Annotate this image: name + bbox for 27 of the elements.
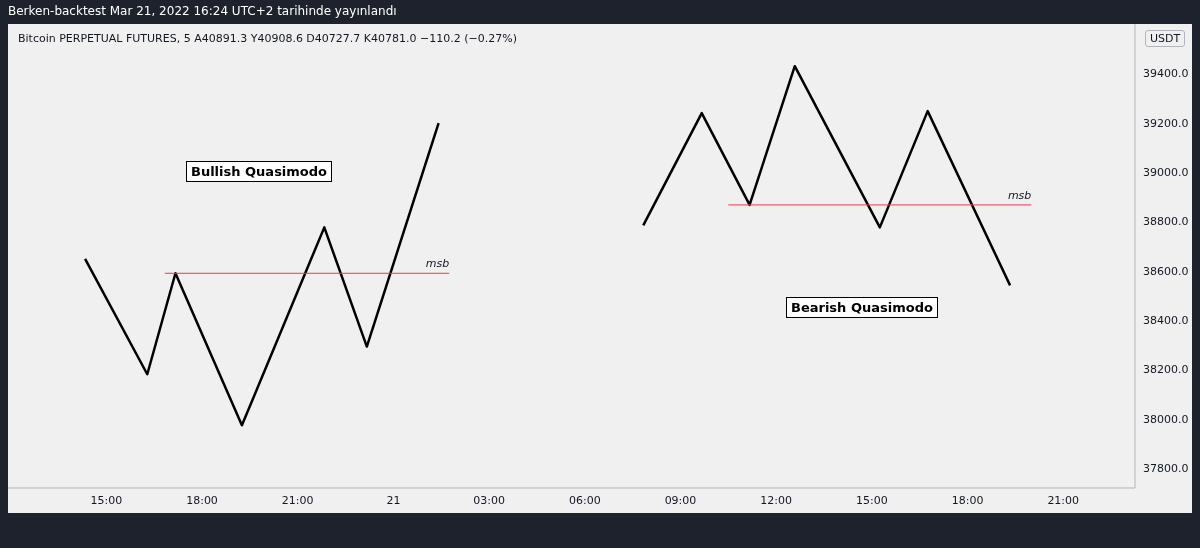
y-tick-label: 37800.0 — [1143, 462, 1189, 476]
y-tick-label: 38400.0 — [1143, 314, 1189, 328]
x-tick-label: 21:00 — [1047, 493, 1080, 507]
y-tick-label: 39200.0 — [1143, 116, 1189, 130]
annotation: Bearish Quasimodo — [786, 297, 938, 318]
x-tick-label: 15:00 — [90, 493, 123, 507]
y-tick-label: 38200.0 — [1143, 363, 1189, 377]
x-tick-label: 15:00 — [856, 493, 888, 507]
x-tick-label: 18:00 — [951, 493, 984, 507]
series-label: msb — [425, 257, 450, 271]
y-axis-title: USDT — [1145, 30, 1186, 47]
x-tick-label: 12:00 — [760, 493, 793, 507]
x-tick-label: 03:00 — [473, 493, 505, 507]
x-tick-label: 21 — [386, 493, 401, 507]
x-tick-label: 06:00 — [568, 493, 601, 507]
text: Bitcoin PERPETUAL FUTURES, 5 A40891.3 Y40908.6 D40727.7 K40781.0 −110.2 (−0.27%) — [18, 32, 517, 45]
x-tick-label: 21:00 — [281, 493, 314, 507]
chart-title: Berken-backtest Mar 21, 2022 16:24 UTC+2 tarihinde yayınlandı — [8, 4, 397, 18]
annotation: Bullish Quasimodo — [186, 161, 333, 182]
y-tick-label: 38000.0 — [1143, 412, 1189, 426]
y-tick-label: 39000.0 — [1143, 165, 1189, 179]
y-tick-label: 38600.0 — [1143, 264, 1189, 278]
x-tick-label: 18:00 — [186, 493, 218, 507]
y-tick-label: 39400.0 — [1143, 67, 1189, 81]
x-tick-label: 09:00 — [664, 493, 697, 507]
series-label: msb — [1007, 188, 1032, 202]
y-tick-label: 38800.0 — [1143, 215, 1189, 229]
